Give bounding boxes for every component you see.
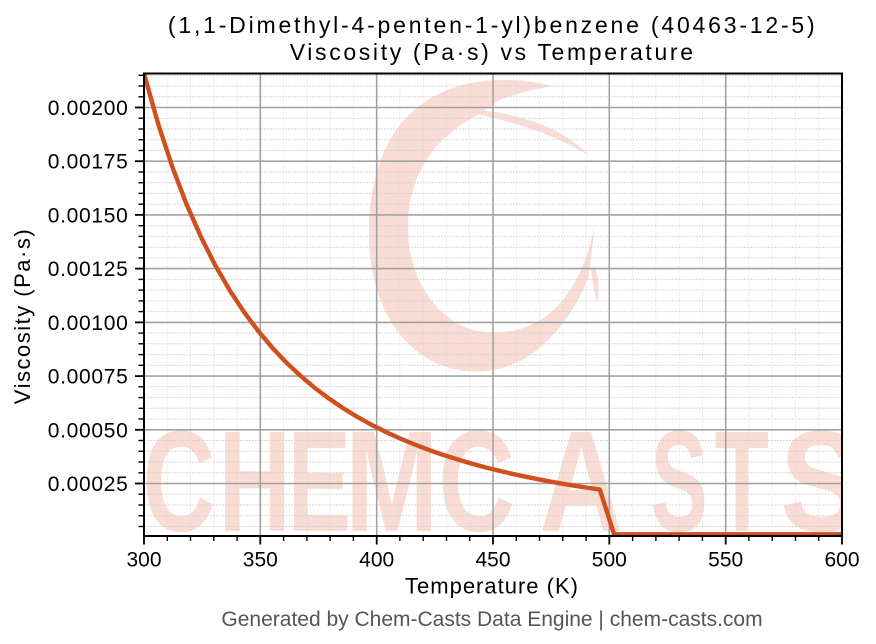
svg-text:S: S: [651, 402, 708, 562]
svg-text:0.00100: 0.00100: [48, 312, 129, 335]
svg-text:450: 450: [475, 549, 510, 572]
svg-text:T: T: [715, 402, 769, 562]
svg-text:0.00150: 0.00150: [48, 204, 129, 227]
svg-text:Generated by Chem-Casts Data E: Generated by Chem-Casts Data Engine | ch…: [221, 608, 762, 631]
svg-text:(1,1-Dimethyl-4-penten-1-yl)be: (1,1-Dimethyl-4-penten-1-yl)benzene (404…: [168, 12, 818, 38]
svg-text:H: H: [219, 402, 291, 562]
svg-text:0.00025: 0.00025: [48, 473, 129, 496]
svg-text:400: 400: [359, 549, 394, 572]
svg-text:S: S: [780, 402, 862, 562]
svg-text:C: C: [143, 401, 216, 562]
svg-text:350: 350: [243, 549, 278, 572]
svg-text:E: E: [287, 400, 351, 561]
svg-text:Viscosity (Pa·s) vs Temperatur: Viscosity (Pa·s) vs Temperature: [290, 39, 696, 65]
svg-text:300: 300: [126, 549, 161, 572]
svg-text:0.00125: 0.00125: [48, 258, 129, 281]
svg-text:Viscosity (Pa·s): Viscosity (Pa·s): [10, 228, 35, 404]
svg-text:500: 500: [592, 549, 627, 572]
svg-text:Temperature (K): Temperature (K): [405, 574, 579, 599]
svg-text:0.00200: 0.00200: [48, 97, 129, 120]
svg-text:C: C: [438, 400, 515, 562]
svg-text:0.00175: 0.00175: [48, 151, 129, 174]
svg-text:600: 600: [824, 549, 859, 572]
svg-text:M: M: [345, 402, 438, 563]
svg-text:0.00075: 0.00075: [48, 366, 129, 389]
svg-text:0.00050: 0.00050: [48, 419, 129, 442]
svg-text:550: 550: [708, 549, 743, 572]
